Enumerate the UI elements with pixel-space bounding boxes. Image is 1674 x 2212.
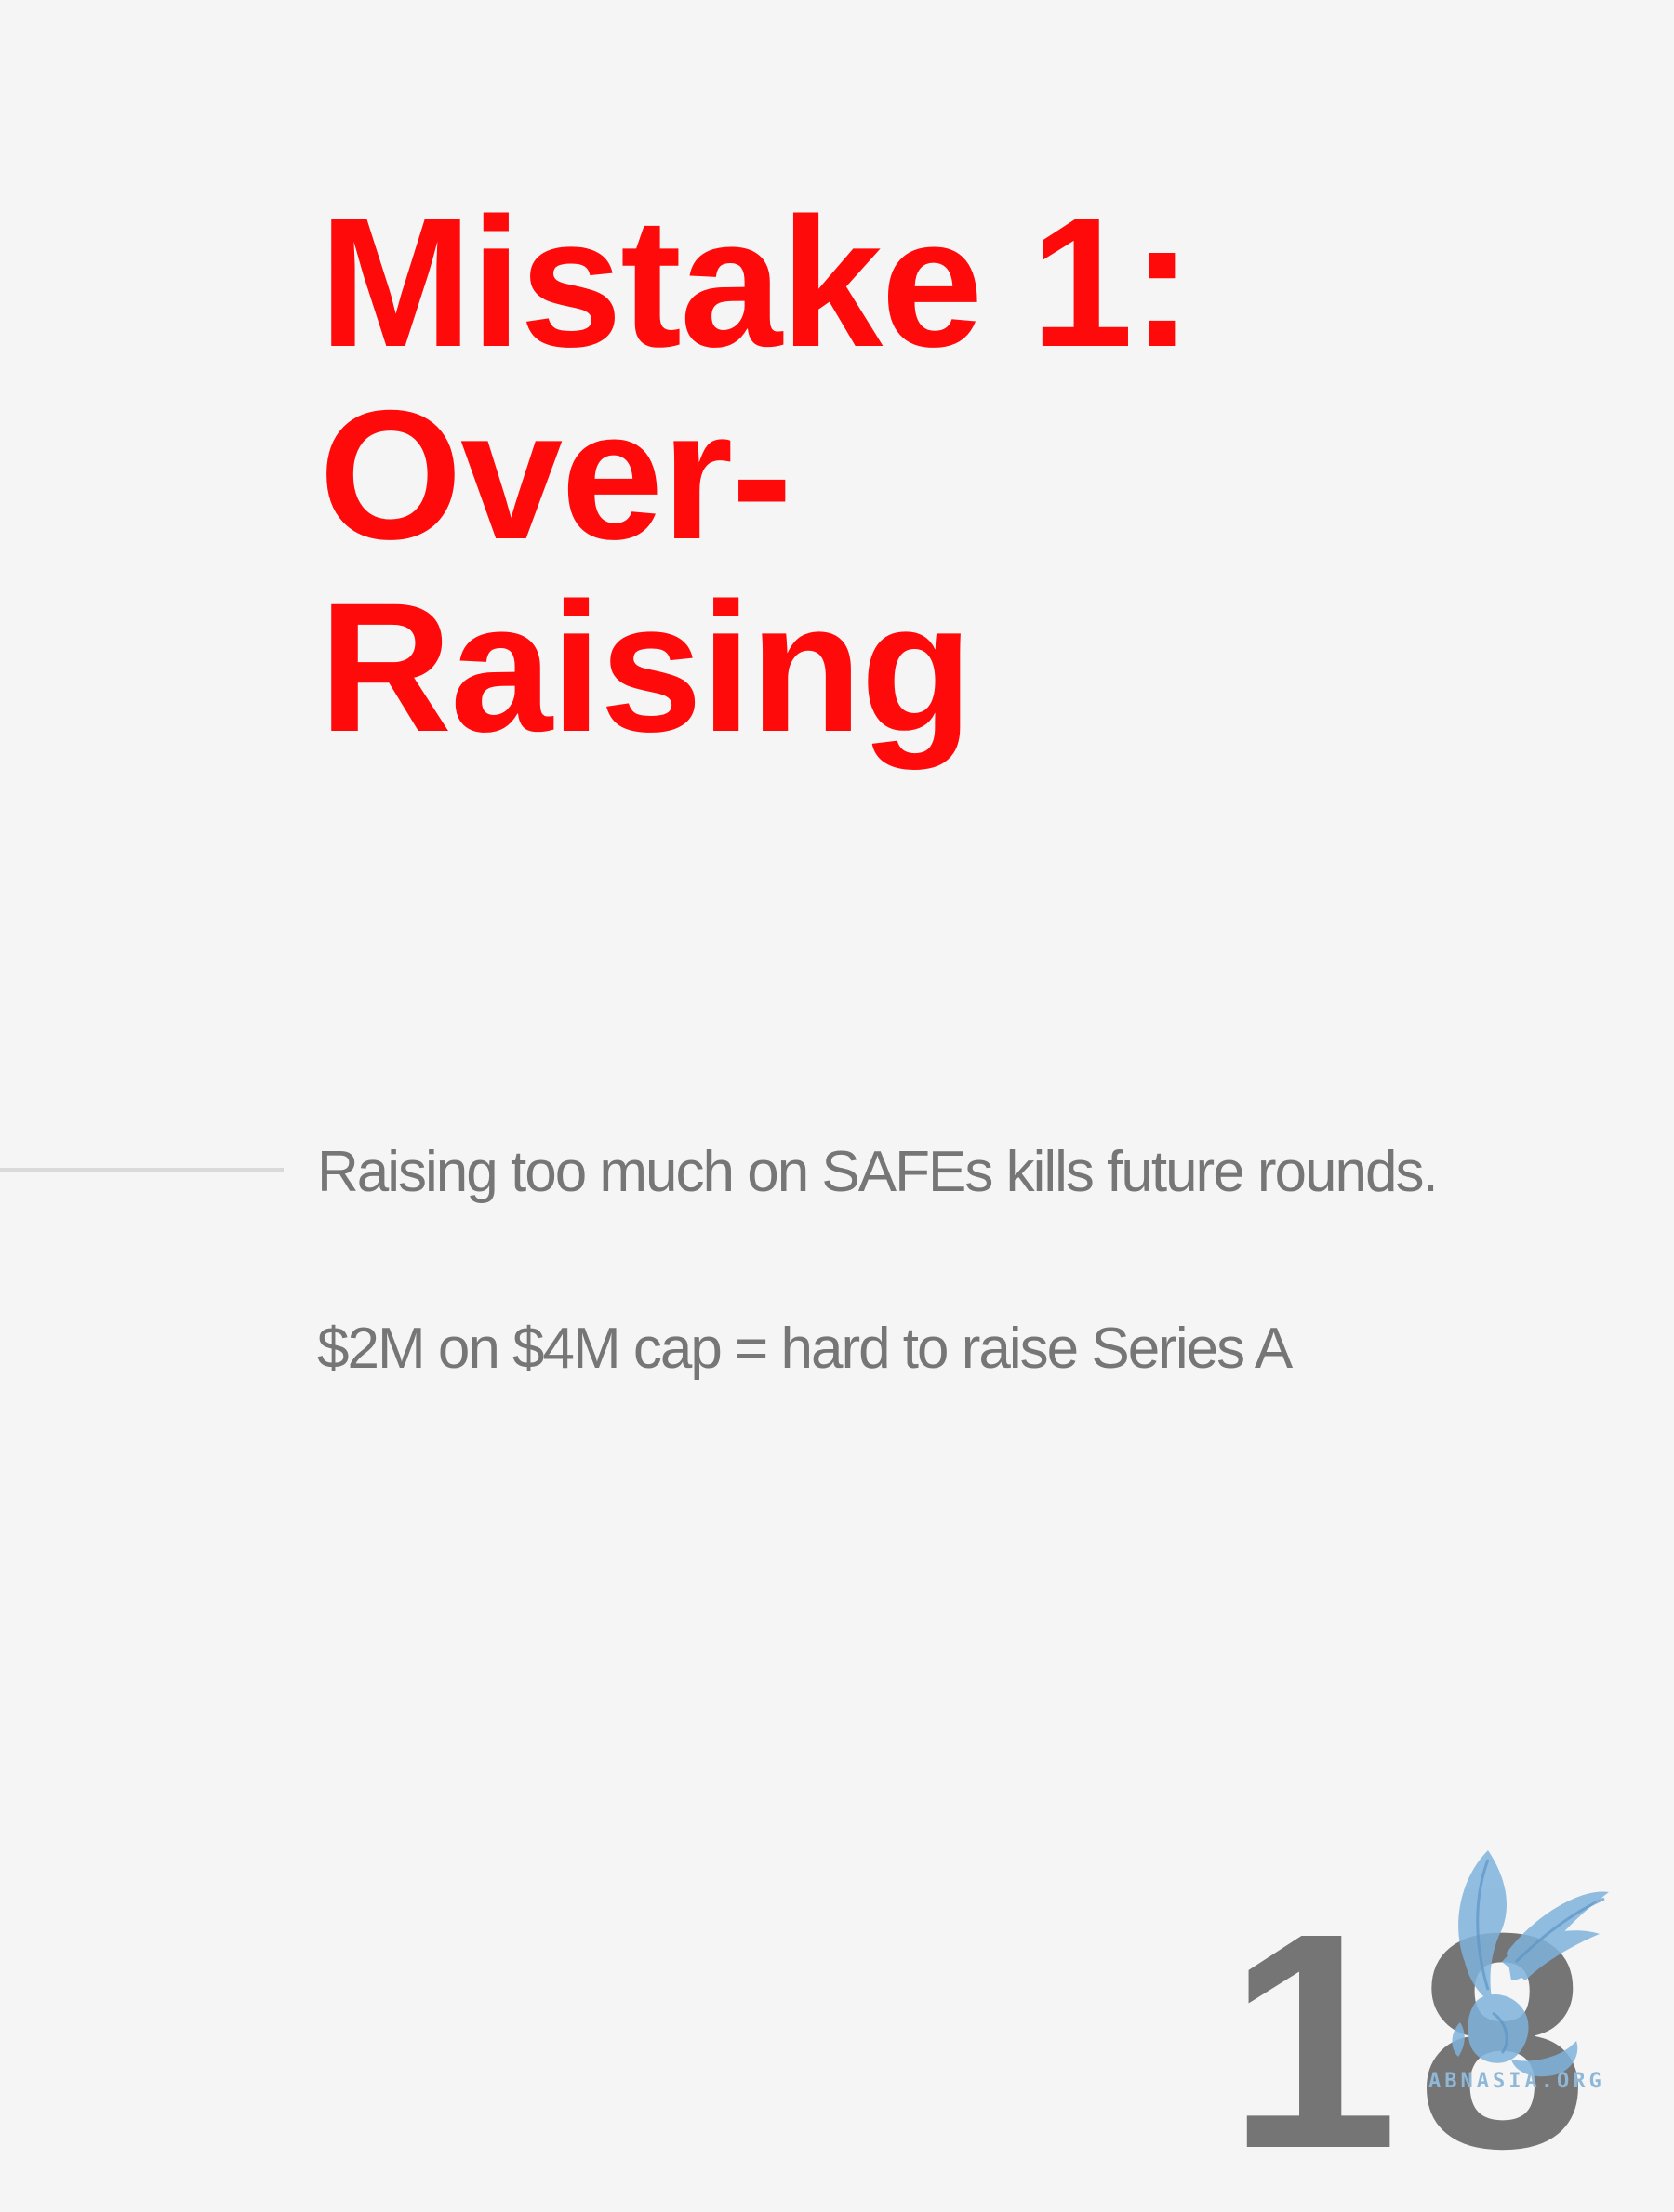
griffin-logo-icon <box>1423 1841 1674 2092</box>
title-line-3: Raising <box>319 564 973 770</box>
slide-title: Mistake 1: Over- Raising <box>319 179 1192 770</box>
slide-body: Raising too much on SAFEs kills future r… <box>317 1128 1480 1393</box>
watermark-text: ABNASIA.ORG <box>1428 2070 1605 2093</box>
accent-divider <box>0 1168 284 1172</box>
title-line-1: Mistake 1: <box>319 179 1192 385</box>
body-line-2: $2M on $4M cap = hard to raise Series A <box>317 1317 1293 1381</box>
title-line-2: Over- <box>319 372 792 577</box>
body-line-1: Raising too much on SAFEs kills future r… <box>317 1140 1439 1204</box>
